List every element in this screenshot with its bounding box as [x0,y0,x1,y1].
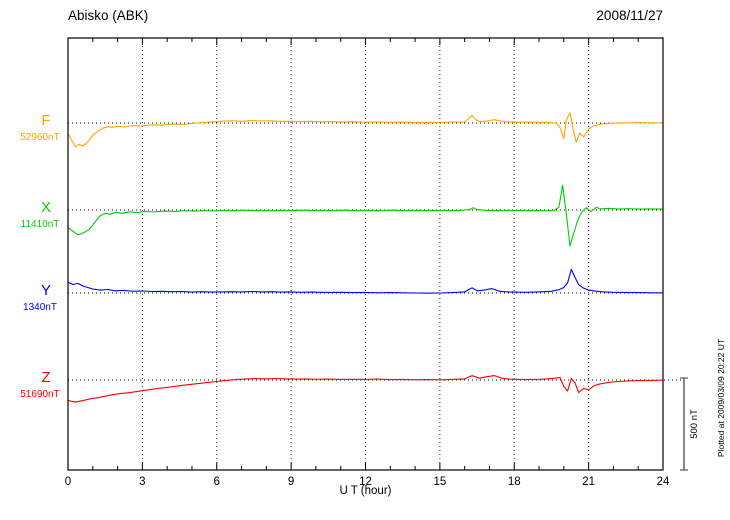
x-tick-label-18: 18 [508,476,521,488]
x-tick-label-9: 9 [288,476,294,488]
x-tick-label-15: 15 [433,476,446,488]
x-tick-label-0: 0 [65,476,71,488]
series-F-label: F [41,112,50,129]
plot-date: 2008/11/27 [596,8,663,23]
station-title: Abisko (ABK) [68,8,149,23]
x-tick-label-24: 24 [657,476,670,488]
series-Z-label: Z [41,369,50,386]
series-F-baseline-value: 52960nT [20,132,59,143]
plotted-at-note: Plotted at 2009/03/09 20:22 UT [716,339,726,457]
series-Z-line [67,375,664,403]
series-Y-baseline-value: 1340nT [23,302,57,313]
series-X-baseline-value: 11410nT [21,219,60,230]
x-tick-label-21: 21 [582,476,595,488]
series-Z-baseline-value: 51690nT [20,389,59,400]
scale-bar-label: 500 nT [689,409,700,439]
x-axis-label: U T (hour) [339,485,392,497]
plot-frame [67,37,664,471]
series-F-line [67,112,663,148]
series-X-line [67,184,664,247]
series-Y-label: Y [41,282,51,299]
series-X-label: X [41,199,51,216]
x-tick-label-3: 3 [139,476,145,488]
series-Y-line [67,268,663,294]
x-tick-label-12: 12 [359,476,372,488]
x-tick-label-6: 6 [214,476,220,488]
